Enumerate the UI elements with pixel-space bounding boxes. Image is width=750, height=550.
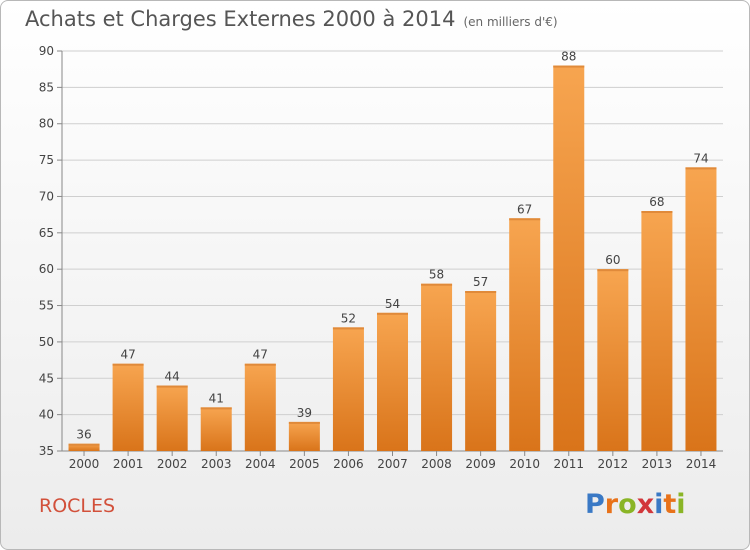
- bar-2003: [200, 407, 232, 451]
- y-tick-label: 60: [39, 262, 54, 276]
- bars: [68, 65, 717, 451]
- bar-top-edge: [465, 291, 497, 293]
- data-label: 68: [649, 195, 664, 209]
- x-tick-label: 2002: [157, 457, 188, 471]
- data-label: 54: [385, 297, 400, 311]
- bar-top-edge: [288, 421, 320, 424]
- x-tick-label: 2001: [113, 457, 144, 471]
- bar-2005: [288, 421, 320, 451]
- bar-top-edge: [377, 312, 408, 315]
- bar-2004: [244, 363, 276, 451]
- bar-top-edge: [68, 443, 100, 446]
- bar-2010: [509, 218, 541, 451]
- y-tick-label: 90: [39, 44, 54, 58]
- data-label: 47: [120, 348, 135, 362]
- bar-2002: [156, 385, 188, 451]
- logo-letter: x: [636, 489, 655, 520]
- x-tick-label: 2013: [642, 457, 673, 471]
- bar-2006: [332, 327, 364, 451]
- bar-2012: [597, 269, 629, 451]
- logo-letter: r: [604, 489, 619, 520]
- x-tick-label: 2012: [598, 457, 629, 471]
- chart-unit: (en milliers d'€): [463, 15, 558, 29]
- data-label: 60: [605, 253, 620, 267]
- bar-2013: [641, 211, 673, 451]
- logo-letter: i: [654, 489, 664, 520]
- logo-letter: o: [618, 489, 637, 520]
- y-tick-label: 55: [39, 299, 54, 313]
- y-tick-label: 50: [39, 335, 54, 349]
- bar-2000: [68, 443, 100, 451]
- data-label: 36: [76, 428, 91, 442]
- data-label: 88: [561, 50, 576, 64]
- bar-top-edge: [597, 269, 629, 272]
- x-tick-label: 2014: [686, 457, 717, 471]
- chart-title-block: Achats et Charges Externes 2000 à 2014 (e…: [25, 7, 558, 31]
- data-label: 47: [253, 348, 268, 362]
- bar-2009: [465, 291, 497, 451]
- data-label: 74: [693, 151, 708, 165]
- commune-name: ROCLES: [39, 495, 116, 517]
- chart-title: Achats et Charges Externes 2000 à 2014: [25, 7, 456, 31]
- y-tick-label: 70: [39, 189, 54, 203]
- data-label: 58: [429, 268, 444, 282]
- y-tick-labels: 35 40 45 50 55 60 65 70 75 80 85 90: [39, 44, 54, 458]
- bar-top-edge: [641, 211, 673, 213]
- x-tick-label: 2005: [289, 457, 320, 471]
- y-tick-label: 35: [39, 444, 54, 458]
- y-tick-label: 75: [39, 153, 54, 167]
- y-tick-label: 45: [39, 371, 54, 385]
- data-label: 44: [165, 370, 180, 384]
- x-tick-label: 2009: [465, 457, 496, 471]
- logo-letter: i: [676, 489, 686, 520]
- bar-top-edge: [200, 407, 232, 410]
- bar-top-edge: [509, 218, 541, 221]
- x-tick-label: 2011: [553, 457, 584, 471]
- bar-top-edge: [553, 65, 585, 68]
- bar-top-edge: [421, 283, 453, 286]
- x-tick-label: 2000: [69, 457, 100, 471]
- data-labels: 36 47 44 41 47 39 52 54 58 57 67 88 60 68 74: [76, 50, 708, 442]
- y-tick-label: 85: [39, 80, 54, 94]
- x-tick-labels: 2000 2001 2002 2003 2004 2005 2006 2007 2008 2009…: [69, 457, 716, 471]
- logo-letter: t: [663, 489, 677, 520]
- x-tick-label: 2004: [245, 457, 276, 471]
- data-label: 67: [517, 202, 532, 216]
- proxiti-logo: Proxiti: [585, 489, 686, 520]
- bar-2001: [112, 363, 144, 451]
- y-tick-label: 80: [39, 117, 54, 131]
- bar-top-edge: [685, 167, 717, 170]
- bar-2007: [377, 312, 408, 451]
- bar-2008: [421, 283, 453, 451]
- data-label: 57: [473, 275, 488, 289]
- x-tick-label: 2006: [333, 457, 364, 471]
- bar-top-edge: [244, 363, 276, 366]
- x-tick-label: 2003: [201, 457, 232, 471]
- data-label: 41: [209, 391, 224, 405]
- data-label: 52: [341, 311, 356, 325]
- data-label: 39: [297, 406, 312, 420]
- x-tick-label: 2007: [377, 457, 408, 471]
- x-tick-label: 2008: [421, 457, 452, 471]
- y-tick-label: 40: [39, 408, 54, 422]
- y-tick-label: 65: [39, 226, 54, 240]
- bar-2014: [685, 167, 717, 451]
- bar-2011: [553, 65, 585, 451]
- bar-top-edge: [332, 327, 364, 330]
- logo-letter: P: [585, 489, 605, 520]
- x-tick-label: 2010: [509, 457, 540, 471]
- bar-top-edge: [112, 363, 144, 366]
- bar-top-edge: [156, 385, 188, 388]
